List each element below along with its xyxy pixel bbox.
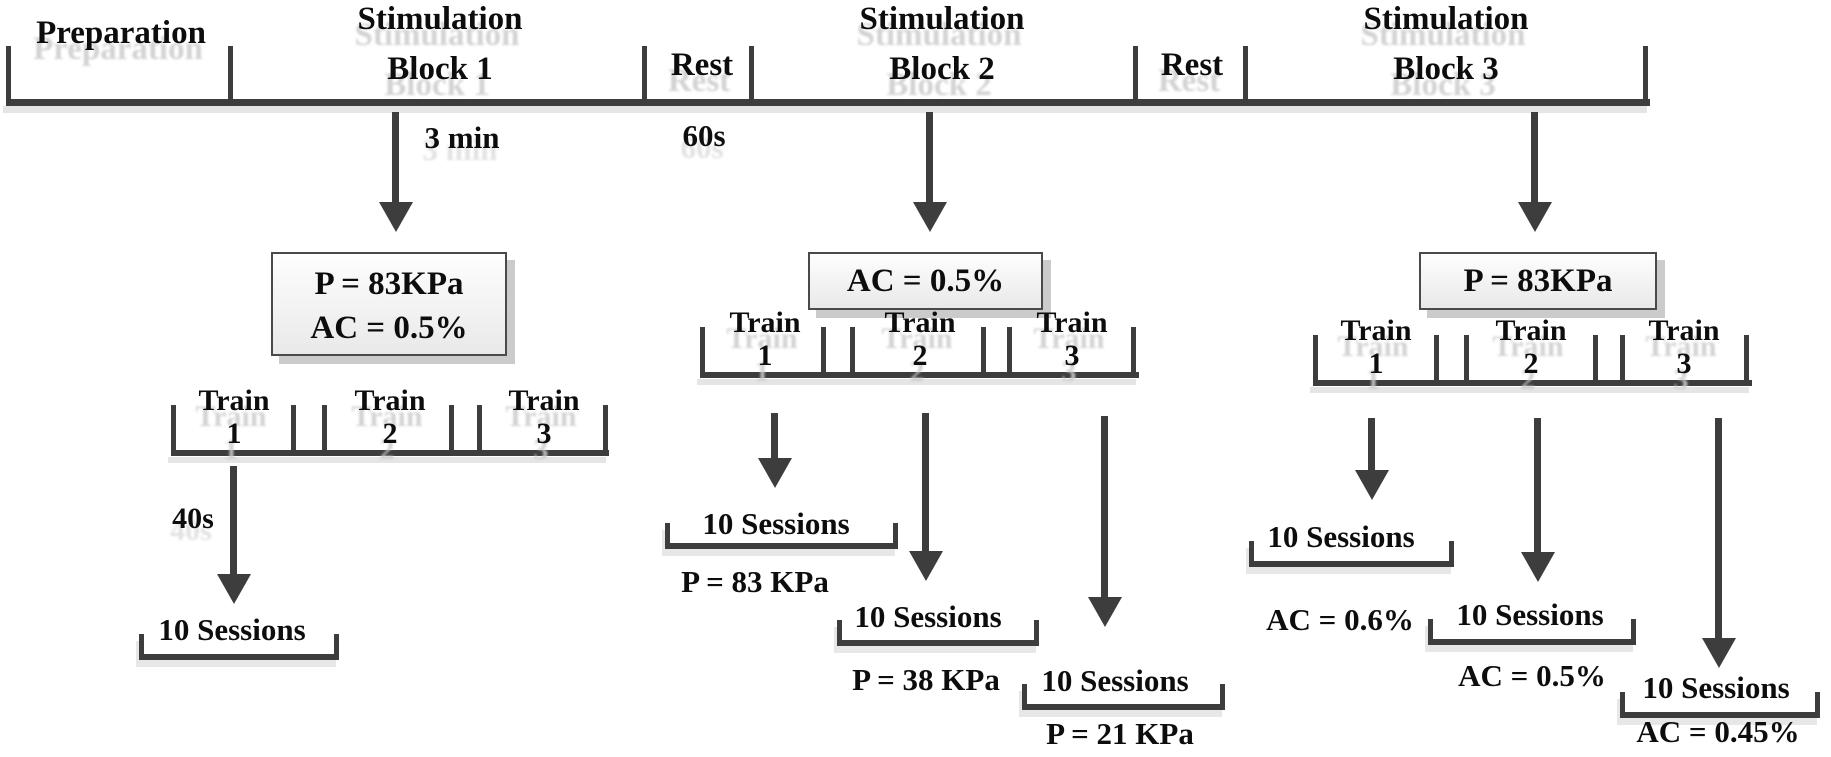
block2-train1-sessions-bracket: [665, 523, 898, 549]
block3-train2-sessions-label: 10 Sessions: [1456, 597, 1604, 632]
train-ruler-tick: [1434, 335, 1439, 380]
block3-train3-param-label: AC = 0.45%: [1636, 714, 1800, 749]
phase-label-rest-1: Rest: [670, 47, 734, 83]
phase-label-block-2: Block 2: [889, 51, 995, 87]
block1-train-1-label: Train 1: [198, 384, 270, 450]
timeline-baseline: [6, 99, 1650, 106]
timeline-tick: [1133, 46, 1138, 106]
block2-train2-param-label: P = 38 KPa: [852, 662, 1000, 697]
block1-train-2-label: Train 2: [354, 384, 426, 450]
train-ruler-tick: [850, 327, 855, 372]
timeline-tick: [642, 46, 647, 106]
phase-label-block-3: Block 3: [1393, 51, 1499, 87]
block2-train1-param-label: P = 83 KPa: [681, 564, 829, 599]
train-ruler-tick: [700, 327, 705, 372]
train-ruler-tick: [1313, 335, 1318, 380]
block2-train1-sessions-label: 10 Sessions: [702, 506, 850, 541]
rest-duration-label: 60s: [682, 118, 726, 153]
stim-duration-label: 3 min: [424, 120, 500, 155]
train-ruler-tick: [1007, 327, 1012, 372]
block3-train3-sessions-label: 10 Sessions: [1642, 670, 1790, 705]
block2-train-3-label: Train 3: [1036, 306, 1108, 372]
train-ruler-tick: [1464, 335, 1469, 380]
block2-parameter-box: AC = 0.5%: [808, 252, 1043, 310]
block2-train-ruler: [700, 372, 1139, 378]
timeline-tick: [1643, 46, 1648, 106]
train-ruler-tick: [449, 405, 454, 450]
phase-label-block-1: Block 1: [387, 51, 493, 87]
block1-parameter-line: P = 83KPa: [314, 266, 464, 302]
block1-sessions-label: 10 Sessions: [158, 612, 306, 647]
train-ruler-tick: [171, 405, 176, 450]
train-ruler-tick: [981, 327, 986, 372]
train-ruler-tick: [291, 405, 296, 450]
train-ruler-tick: [322, 405, 327, 450]
timeline-tick: [1243, 46, 1248, 106]
block2-train3-sessions-label: 10 Sessions: [1041, 663, 1189, 698]
block3-parameter-box: P = 83KPa: [1419, 252, 1657, 310]
block1-train-3-label: Train 3: [508, 384, 580, 450]
phase-label-rest-2: Rest: [1160, 47, 1224, 83]
train-duration-label: 40s: [172, 502, 214, 535]
block2-train-1-label: Train 1: [729, 306, 801, 372]
block3-train2-param-label: AC = 0.5%: [1458, 658, 1606, 693]
block3-train-2-label: Train 2: [1495, 314, 1567, 380]
block3-train2-sessions-bracket: [1428, 619, 1636, 645]
block2-train3-sessions-bracket: [1022, 684, 1225, 710]
phase-label-stimulation-3: Stimulation: [1363, 1, 1529, 37]
block2-train3-param-label: P = 21 KPa: [1046, 716, 1194, 751]
timeline-tick: [749, 46, 754, 106]
timeline-tick: [228, 46, 233, 106]
train-ruler-tick: [1620, 335, 1625, 380]
block3-parameter-line: P = 83KPa: [1463, 263, 1613, 299]
train-ruler-tick: [1131, 327, 1136, 372]
phase-label-stimulation-2: Stimulation: [859, 1, 1025, 37]
train-ruler-tick: [821, 327, 826, 372]
phase-label-stimulation-1: Stimulation: [357, 1, 523, 37]
block2-train2-sessions-bracket: [837, 620, 1039, 646]
block3-train1-sessions-bracket: [1249, 541, 1454, 567]
block1-parameter-box: P = 83KPa AC = 0.5%: [271, 252, 507, 356]
phase-label-preparation: Preparation: [36, 15, 206, 51]
block3-train3-sessions-bracket: [1620, 692, 1820, 718]
train-ruler-tick: [603, 405, 608, 450]
block1-train-ruler: [171, 450, 609, 456]
block3-train-1-label: Train 1: [1340, 314, 1412, 380]
block2-train-2-label: Train 2: [884, 306, 956, 372]
train-ruler-tick: [1593, 335, 1598, 380]
block1-sessions-bracket: [139, 634, 339, 660]
block2-parameter-line: AC = 0.5%: [846, 263, 1005, 299]
train-ruler-tick: [477, 405, 482, 450]
block3-train1-param-label: AC = 0.6%: [1266, 602, 1414, 637]
block3-train-ruler: [1313, 380, 1752, 386]
block3-train1-sessions-label: 10 Sessions: [1267, 519, 1415, 554]
timeline-tick: [6, 46, 11, 106]
train-ruler-tick: [1744, 335, 1749, 380]
block2-train2-sessions-label: 10 Sessions: [854, 599, 1002, 634]
block3-train-3-label: Train 3: [1648, 314, 1720, 380]
block1-parameter-line: AC = 0.5%: [310, 310, 468, 346]
